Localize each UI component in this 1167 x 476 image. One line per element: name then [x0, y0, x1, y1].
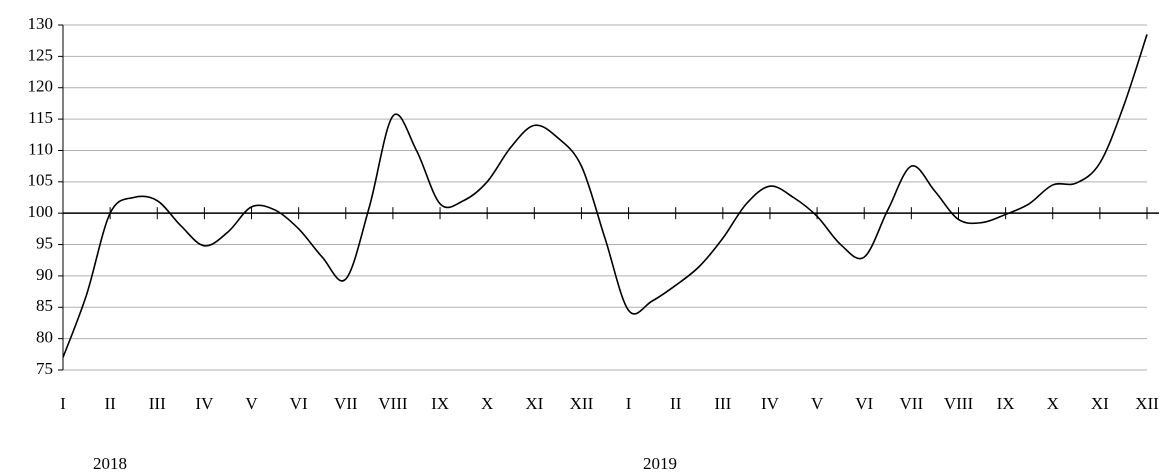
- x-tick-label: X: [481, 394, 493, 413]
- x-tick-label: V: [811, 394, 824, 413]
- x-tick-label: IX: [431, 394, 449, 413]
- y-tick-label: 130: [28, 14, 54, 33]
- y-tick-label: 95: [36, 233, 53, 252]
- y-tick-label: 100: [28, 202, 54, 221]
- x-tick-label: III: [714, 394, 731, 413]
- x-tick-label: III: [149, 394, 166, 413]
- y-tick-label: 75: [36, 359, 53, 378]
- y-tick-label: 120: [28, 77, 54, 96]
- data-line: [62, 34, 1148, 358]
- x-tick-label: XI: [1091, 394, 1109, 413]
- x-tick-label: XI: [525, 394, 543, 413]
- y-tick-label: 90: [36, 265, 53, 284]
- x-tick-label: X: [1047, 394, 1059, 413]
- x-tick-label: VII: [900, 394, 924, 413]
- x-tick-label: IX: [997, 394, 1015, 413]
- y-tick-label: 110: [28, 139, 53, 158]
- x-tick-label: I: [626, 394, 632, 413]
- x-tick-label: VII: [334, 394, 358, 413]
- x-tick-label: VIII: [944, 394, 974, 413]
- y-tick-label: 80: [36, 328, 53, 347]
- y-tick-label: 105: [28, 171, 54, 190]
- x-tick-label: V: [245, 394, 258, 413]
- year-label: 2019: [643, 454, 677, 473]
- x-tick-label: II: [104, 394, 116, 413]
- x-tick-label: IV: [761, 394, 780, 413]
- x-tick-label: VI: [290, 394, 308, 413]
- x-tick-label: I: [60, 394, 66, 413]
- x-tick-label: IV: [195, 394, 214, 413]
- year-label: 2018: [93, 454, 127, 473]
- y-tick-label: 85: [36, 296, 53, 315]
- x-tick-label: XII: [570, 394, 594, 413]
- x-tick-label: II: [670, 394, 682, 413]
- y-tick-label: 125: [28, 45, 54, 64]
- y-tick-label: 115: [28, 108, 53, 127]
- x-tick-label: VI: [855, 394, 873, 413]
- x-tick-label: VIII: [378, 394, 408, 413]
- x-tick-label: XII: [1135, 394, 1159, 413]
